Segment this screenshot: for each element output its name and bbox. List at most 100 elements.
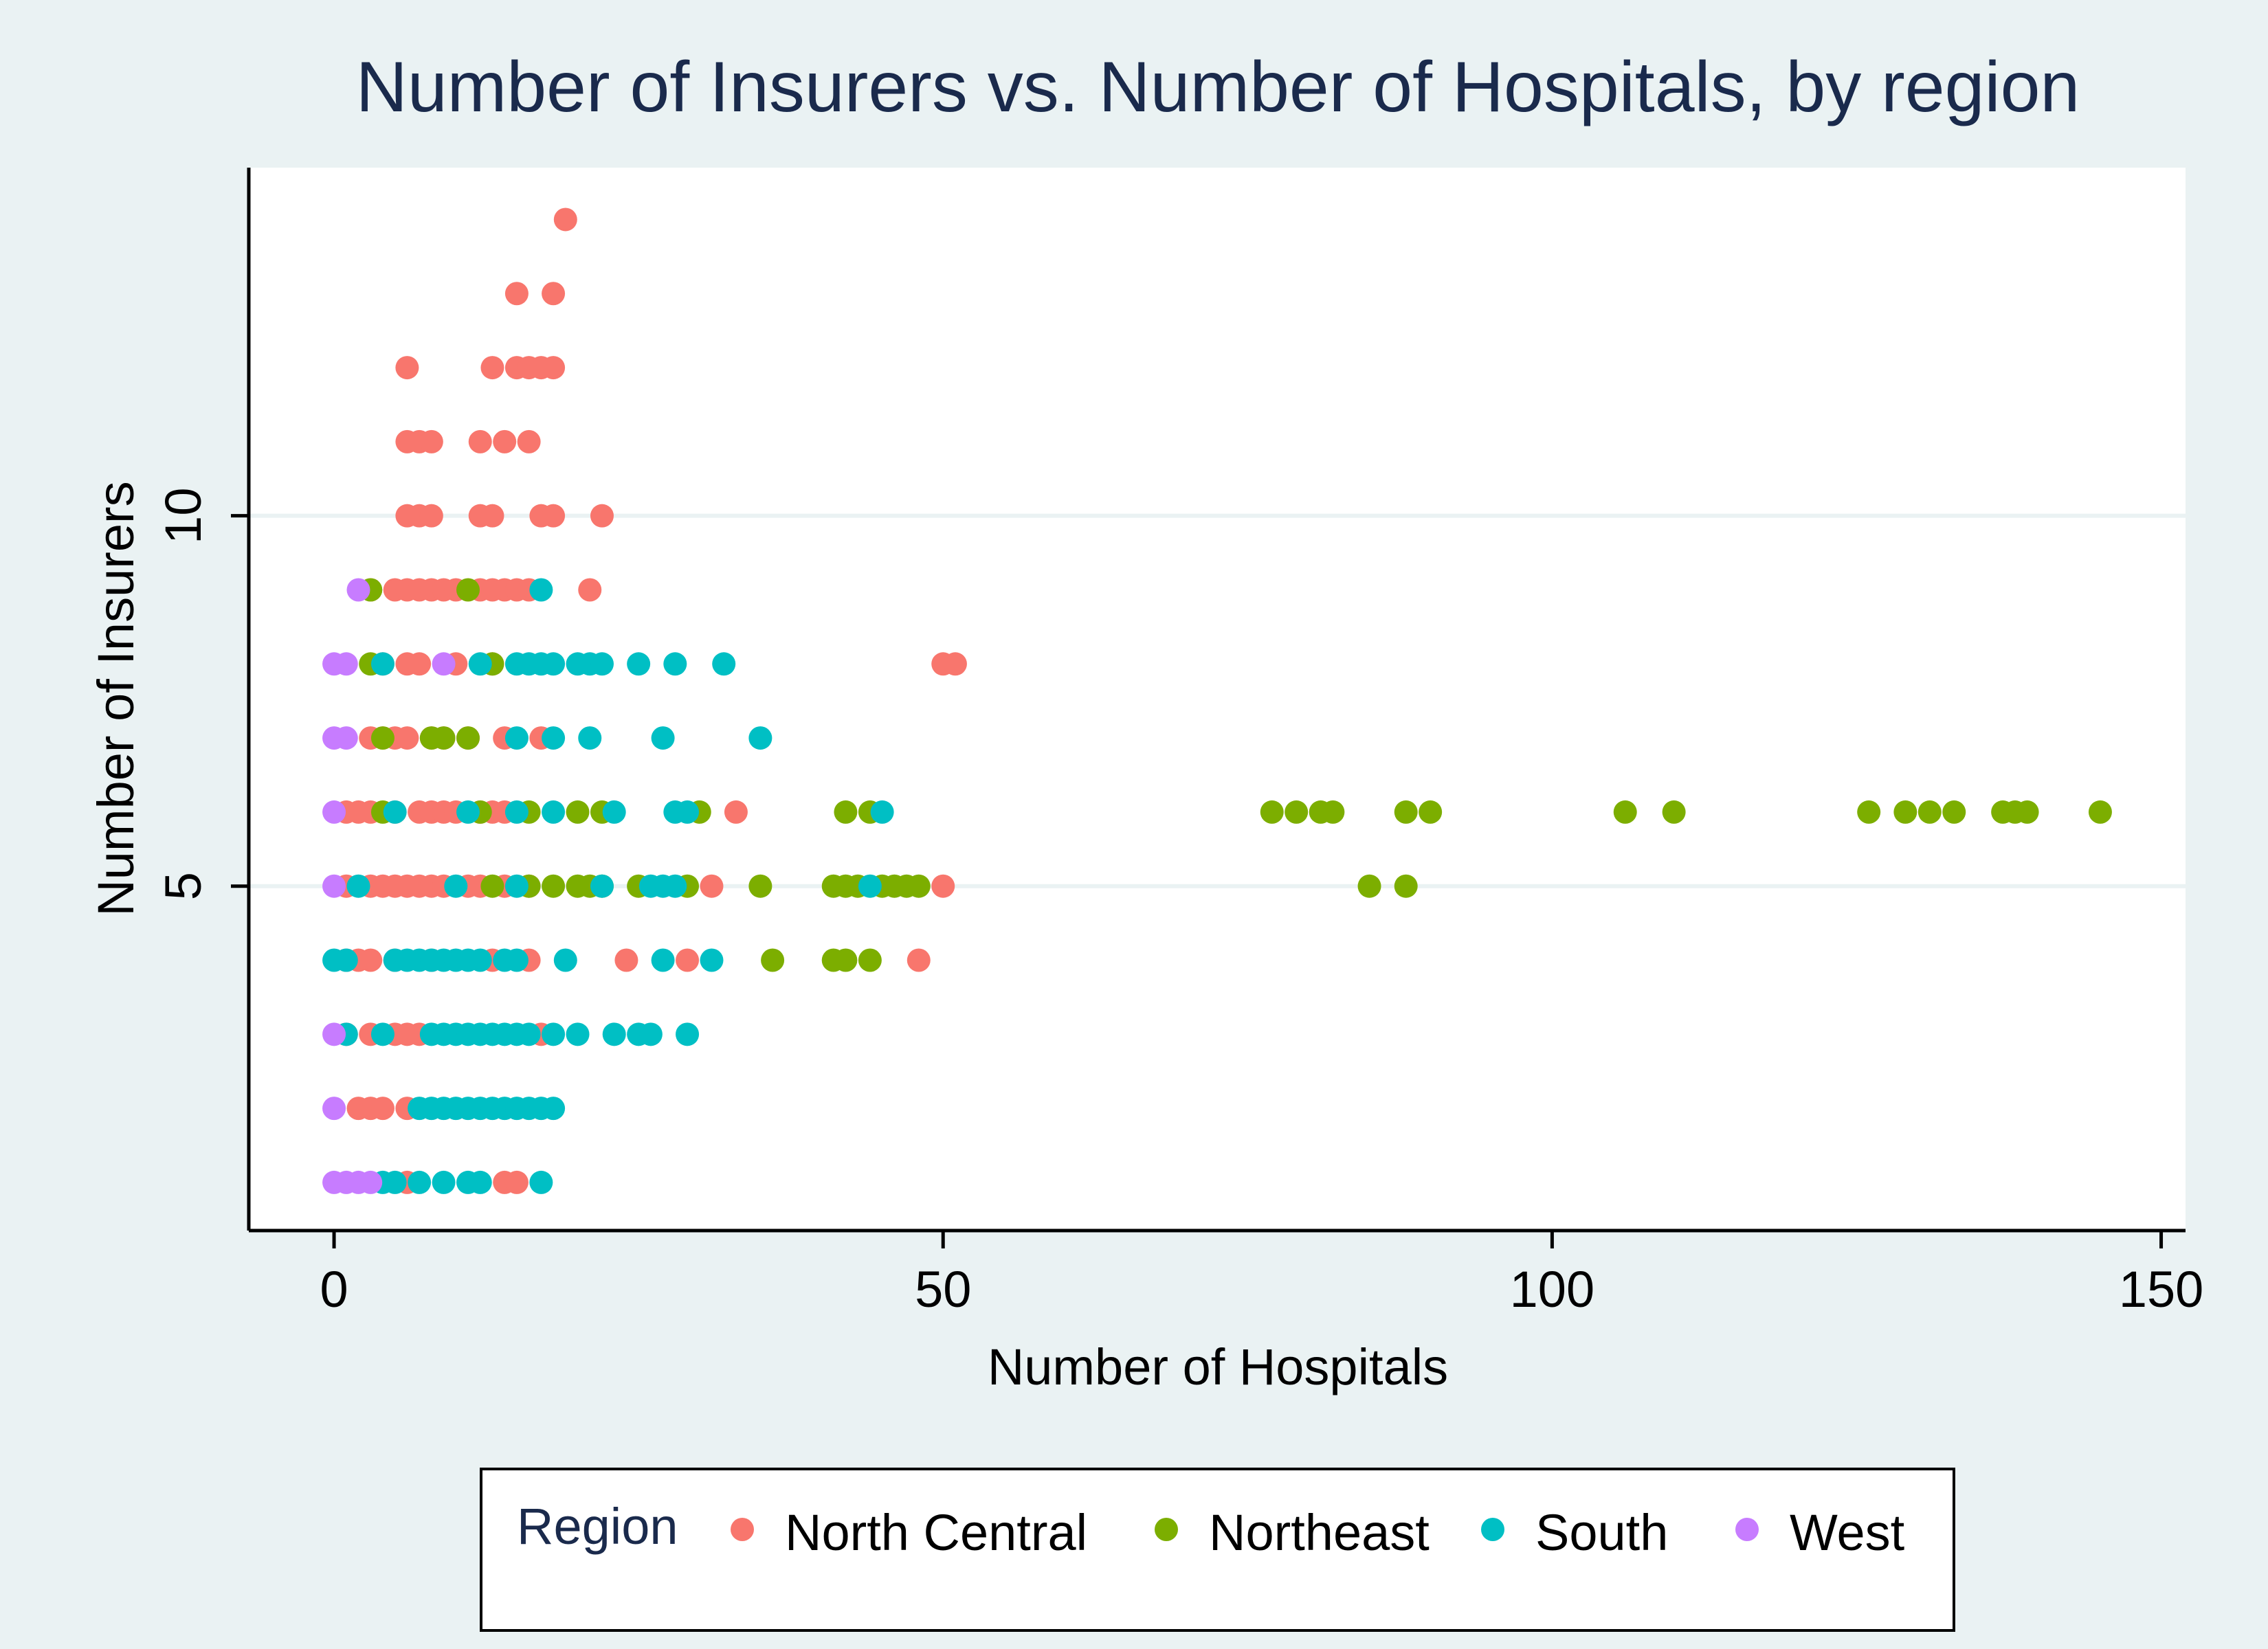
- data-point: [834, 800, 858, 824]
- chart-title: Number of Insurers vs. Number of Hospita…: [356, 47, 2080, 127]
- data-point: [614, 948, 638, 972]
- data-point: [322, 800, 346, 824]
- data-point: [480, 874, 504, 898]
- data-point: [542, 726, 566, 750]
- data-point: [858, 874, 882, 898]
- data-point: [651, 948, 675, 972]
- data-point: [322, 874, 346, 898]
- data-point: [468, 429, 492, 453]
- legend-marker: [1481, 1518, 1504, 1541]
- data-point: [858, 948, 882, 972]
- data-point: [542, 800, 566, 824]
- data-point: [517, 429, 541, 453]
- data-point: [334, 652, 358, 676]
- data-point: [676, 948, 700, 972]
- series-west: [322, 578, 456, 1194]
- data-point: [761, 948, 785, 972]
- data-point: [676, 800, 700, 824]
- data-point: [395, 356, 419, 380]
- data-point: [370, 652, 394, 676]
- data-point: [590, 652, 614, 676]
- data-point: [517, 1022, 541, 1046]
- data-point: [322, 1022, 346, 1046]
- legend-items: North Central Northeast South West: [731, 1504, 1905, 1561]
- data-point: [907, 874, 931, 898]
- x-tick-label: 50: [915, 1261, 971, 1318]
- data-point: [359, 948, 383, 972]
- legend-label: West: [1790, 1504, 1905, 1561]
- data-point: [370, 1022, 394, 1046]
- data-point: [542, 652, 566, 676]
- legend-marker: [731, 1518, 754, 1541]
- data-point: [542, 282, 566, 306]
- data-point: [542, 504, 566, 528]
- data-point: [590, 504, 614, 528]
- legend-label: North Central: [785, 1504, 1087, 1561]
- data-point: [432, 1170, 456, 1194]
- data-point: [553, 948, 577, 972]
- data-point: [566, 800, 590, 824]
- data-point: [724, 800, 748, 824]
- data-point: [602, 800, 626, 824]
- data-point: [1321, 800, 1345, 824]
- data-point: [566, 1022, 590, 1046]
- data-point: [359, 1170, 383, 1194]
- data-point: [700, 948, 724, 972]
- legend-title: Region: [517, 1498, 678, 1555]
- data-point: [504, 726, 529, 750]
- data-point: [493, 429, 517, 453]
- data-point: [542, 1097, 566, 1121]
- data-point: [383, 800, 407, 824]
- data-point: [468, 1170, 492, 1194]
- data-point: [334, 948, 358, 972]
- legend-box: [480, 1468, 1955, 1632]
- data-point: [590, 874, 614, 898]
- data-point: [468, 948, 492, 972]
- data-point: [395, 726, 419, 750]
- legend-marker: [1155, 1518, 1178, 1541]
- x-axis-title: Number of Hospitals: [988, 1338, 1448, 1395]
- data-point: [638, 1022, 663, 1046]
- legend-label: South: [1535, 1504, 1668, 1561]
- legend-label: Northeast: [1209, 1504, 1430, 1561]
- data-points: [322, 207, 2112, 1194]
- data-point: [322, 1097, 346, 1121]
- data-point: [553, 207, 577, 232]
- x-tick-label: 150: [2119, 1261, 2203, 1318]
- data-point: [2015, 800, 2039, 824]
- data-point: [676, 1022, 700, 1046]
- data-point: [700, 874, 724, 898]
- data-point: [468, 652, 492, 676]
- data-point: [432, 652, 456, 676]
- data-point: [748, 726, 772, 750]
- data-point: [578, 726, 602, 750]
- data-point: [870, 800, 894, 824]
- data-point: [1285, 800, 1309, 824]
- data-point: [504, 800, 529, 824]
- data-point: [504, 874, 529, 898]
- y-axis-title: Number of Insurers: [87, 481, 144, 916]
- data-point: [712, 652, 736, 676]
- legend: Region North Central Northeast South West: [480, 1468, 1955, 1632]
- data-point: [2088, 800, 2112, 824]
- data-point: [627, 652, 651, 676]
- data-point: [1662, 800, 1686, 824]
- data-point: [943, 652, 967, 676]
- data-point: [542, 1022, 566, 1046]
- data-point: [480, 504, 504, 528]
- data-point: [542, 874, 566, 898]
- data-point: [651, 726, 675, 750]
- data-point: [504, 948, 529, 972]
- data-point: [383, 1170, 407, 1194]
- data-point: [408, 652, 432, 676]
- data-point: [444, 874, 468, 898]
- data-point: [542, 356, 566, 380]
- data-point: [504, 282, 529, 306]
- data-point: [456, 800, 480, 824]
- data-point: [456, 726, 480, 750]
- data-point: [346, 578, 370, 602]
- data-point: [1893, 800, 1917, 824]
- data-point: [1917, 800, 1942, 824]
